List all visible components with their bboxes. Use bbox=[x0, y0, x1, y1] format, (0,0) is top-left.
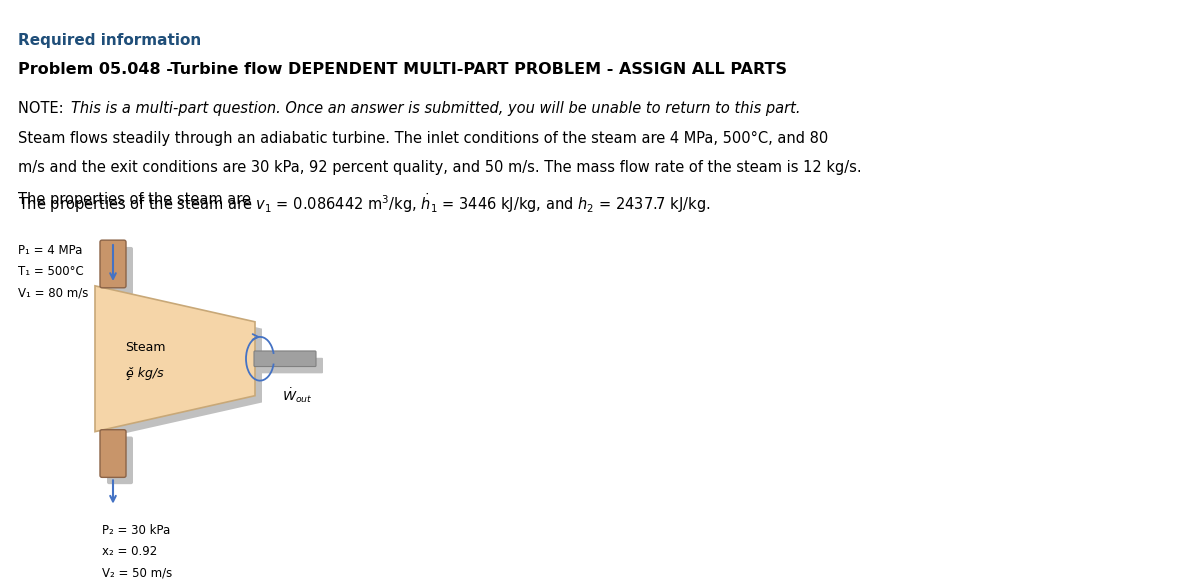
Text: P₂ = 30 kPa: P₂ = 30 kPa bbox=[102, 524, 170, 537]
Text: The properties of the steam are $v_1$ = 0.086442 m$^3$/kg, $\dot{h}_1$ = 3446 kJ: The properties of the steam are $v_1$ = … bbox=[18, 192, 710, 215]
FancyBboxPatch shape bbox=[107, 437, 133, 484]
Polygon shape bbox=[95, 286, 254, 432]
FancyBboxPatch shape bbox=[100, 240, 126, 288]
Text: This is a multi-part question. Once an answer is submitted, you will be unable t: This is a multi-part question. Once an a… bbox=[71, 101, 800, 116]
Text: NOTE:: NOTE: bbox=[18, 101, 68, 116]
Text: The properties of the steam are: The properties of the steam are bbox=[18, 192, 256, 207]
FancyBboxPatch shape bbox=[107, 247, 133, 295]
Text: m/s and the exit conditions are 30 kPa, 92 percent quality, and 50 m/s. The mass: m/s and the exit conditions are 30 kPa, … bbox=[18, 160, 862, 175]
Text: P₁ = 4 MPa: P₁ = 4 MPa bbox=[18, 244, 83, 257]
FancyBboxPatch shape bbox=[254, 351, 316, 367]
Text: V₂ = 50 m/s: V₂ = 50 m/s bbox=[102, 567, 173, 579]
Polygon shape bbox=[102, 292, 262, 438]
Text: Steam: Steam bbox=[125, 340, 166, 354]
Text: Problem 05.048 -Turbine flow DEPENDENT MULTI-PART PROBLEM - ASSIGN ALL PARTS: Problem 05.048 -Turbine flow DEPENDENT M… bbox=[18, 62, 787, 77]
FancyBboxPatch shape bbox=[262, 358, 323, 373]
FancyBboxPatch shape bbox=[100, 430, 126, 477]
Text: $\dot{W}_{out}$: $\dot{W}_{out}$ bbox=[282, 386, 313, 405]
Text: ḝ kg/s: ḝ kg/s bbox=[126, 367, 164, 380]
Text: T₁ = 500°C: T₁ = 500°C bbox=[18, 265, 84, 278]
Text: Steam flows steadily through an adiabatic turbine. The inlet conditions of the s: Steam flows steadily through an adiabati… bbox=[18, 131, 828, 146]
Text: x₂ = 0.92: x₂ = 0.92 bbox=[102, 545, 157, 558]
Text: V₁ = 80 m/s: V₁ = 80 m/s bbox=[18, 287, 89, 300]
Text: Required information: Required information bbox=[18, 33, 202, 48]
